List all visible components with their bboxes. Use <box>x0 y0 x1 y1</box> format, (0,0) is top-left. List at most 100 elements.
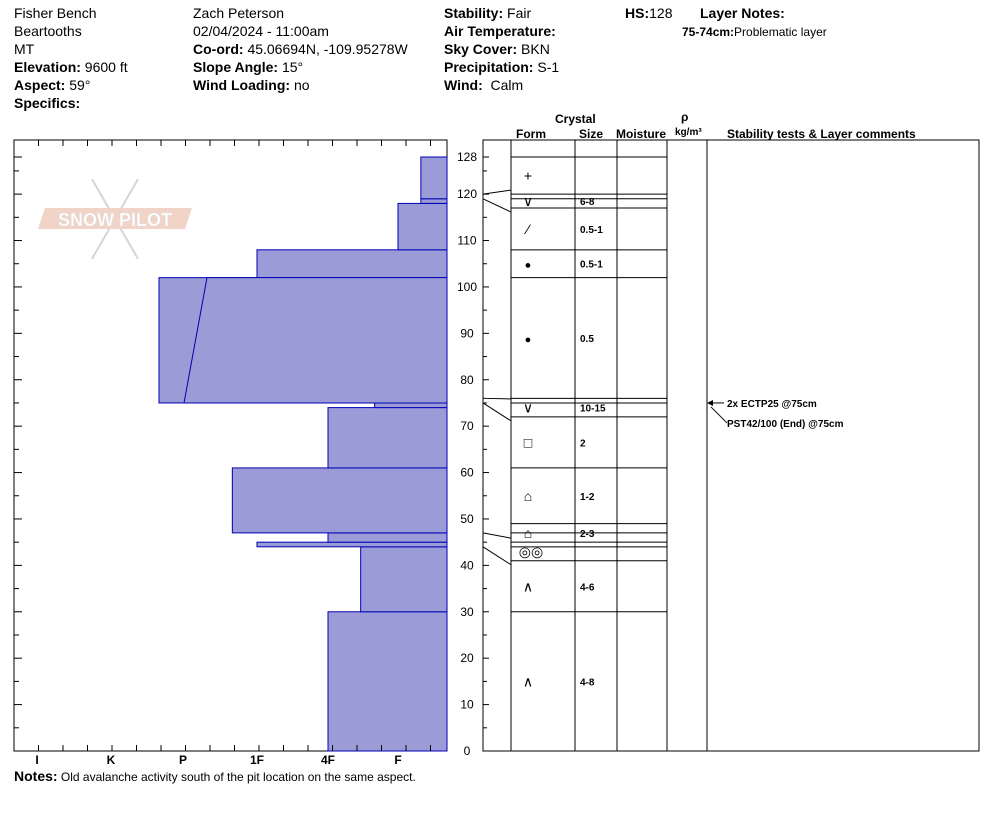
surface-hoar-icon: ∨ <box>523 193 533 209</box>
range-name: Beartooths <box>14 23 82 39</box>
hardness-tick-label: K <box>107 753 116 767</box>
height-tick-label: 128 <box>457 150 477 164</box>
observation-datetime: 02/04/2024 - 11:00am <box>193 23 329 39</box>
layer-connector <box>482 402 512 422</box>
sky-field: Sky Cover: BKN <box>444 40 550 58</box>
coord-value: 45.06694N, -109.95278W <box>247 41 408 57</box>
layer-connector <box>482 546 512 566</box>
hs-value: 128 <box>649 5 673 21</box>
sky-value: BKN <box>521 41 550 57</box>
stability-test-label: 2x ECTP25 @75cm <box>727 399 817 410</box>
hardness-bar <box>256 249 448 279</box>
height-tick-label: 60 <box>460 466 474 480</box>
hs-label: HS: <box>625 5 650 21</box>
hardness-bar <box>327 407 448 469</box>
hardness-bar-sloped <box>183 277 448 404</box>
snowpilot-logo: SNOW PILOT <box>38 178 192 260</box>
wind-loading-value: no <box>293 77 310 93</box>
comments-header: Stability tests & Layer comments <box>727 127 916 141</box>
layer-connector <box>482 532 512 539</box>
hardness-tick-label: 1F <box>250 753 264 767</box>
elevation-label: Elevation: <box>14 59 81 75</box>
stability-field: Stability: Fair <box>444 4 531 22</box>
layer-notes-label: Layer Notes: <box>700 5 785 21</box>
wind-value: Calm <box>490 77 524 93</box>
decomposing-icon: ⁄ <box>524 221 532 237</box>
grain-size-label: 4-8 <box>580 677 595 688</box>
stability-test-label: PST42/100 (End) @75cm <box>727 419 844 430</box>
grain-size-label: 4-6 <box>580 582 595 593</box>
precip-field: Precipitation: S-1 <box>444 58 559 76</box>
hardness-bar <box>231 467 448 534</box>
grain-size-label: 2-3 <box>580 529 595 540</box>
stability-label: Stability: <box>444 5 504 21</box>
layer-connector <box>482 198 512 213</box>
hardness-bar <box>327 532 448 543</box>
wind-field: Wind: Calm <box>444 76 523 94</box>
height-tick-label: 50 <box>460 512 474 526</box>
grain-size-label: 0.5 <box>580 334 594 345</box>
test-arrow-line <box>710 406 728 424</box>
logo-text: SNOW PILOT <box>58 210 172 230</box>
notes-text: Old avalanche activity south of the pit … <box>60 770 416 784</box>
precipitation-icon: + <box>524 168 532 184</box>
elevation-value: 9600 ft <box>84 59 128 75</box>
specifics-label: Specifics: <box>14 95 81 111</box>
aspect-value: 59° <box>69 77 91 93</box>
height-tick-label: 10 <box>460 698 474 712</box>
density-symbol: ρ <box>681 110 689 124</box>
notes-field: Notes: Old avalanche activity south of t… <box>14 767 416 786</box>
faceted-rounded-icon: ⌂ <box>524 488 532 504</box>
slope-value: 15° <box>281 59 304 75</box>
height-tick-label: 20 <box>460 651 474 665</box>
notes-label: Notes: <box>14 768 58 784</box>
height-tick-label: 0 <box>464 744 471 758</box>
height-tick-label: 30 <box>460 605 474 619</box>
hardness-bar <box>420 198 448 204</box>
stability-value: Fair <box>507 5 532 21</box>
test-arrow-head <box>707 399 713 406</box>
height-tick-label: 90 <box>460 326 474 340</box>
grain-size-label: 1-2 <box>580 492 595 503</box>
wind-loading-field: Wind Loading: no <box>193 76 310 94</box>
slope-label: Slope Angle: <box>193 59 279 75</box>
grain-size-label: 2 <box>580 438 586 449</box>
layer-connector <box>482 397 512 400</box>
hardness-tick-label: 4F <box>321 753 335 767</box>
hardness-bar <box>374 402 448 409</box>
coord-label: Co-ord: <box>193 41 244 57</box>
wind-loading-label: Wind Loading: <box>193 77 291 93</box>
grain-size-label: 0.5-1 <box>580 260 603 271</box>
height-tick-label: 70 <box>460 419 474 433</box>
hardness-bar <box>420 156 448 200</box>
hardness-bar <box>327 611 448 752</box>
precip-label: Precipitation: <box>444 59 534 75</box>
crystal-header: Crystal <box>555 112 596 126</box>
size-header: Size <box>579 127 604 141</box>
moisture-header: Moisture <box>616 127 667 141</box>
elevation-field: Elevation: 9600 ft <box>14 58 128 76</box>
depth-hoar-icon: ∧ <box>523 673 533 689</box>
coordinates-field: Co-ord: 45.06694N, -109.95278W <box>193 40 408 58</box>
rounded-icon: ● <box>525 334 532 346</box>
surface-hoar-icon: ∨ <box>523 400 533 416</box>
grain-size-label: 0.5-1 <box>580 225 603 236</box>
grain-size-label: 6-8 <box>580 197 595 208</box>
layer-note-depth: 75-74cm: <box>682 25 735 39</box>
grain-size-label: 10-15 <box>580 404 606 415</box>
aspect-label: Aspect: <box>14 77 66 93</box>
hardness-bar <box>256 541 448 548</box>
aspect-field: Aspect: 59° <box>14 76 90 94</box>
slope-field: Slope Angle: 15° <box>193 58 303 76</box>
density-unit: kg/m³ <box>675 127 702 138</box>
wind-label: Wind: <box>444 77 483 93</box>
hs-field: HS:128 <box>625 4 672 22</box>
rounded-icon: ● <box>525 260 532 272</box>
height-tick-label: 110 <box>457 234 476 248</box>
hardness-tick-label: F <box>394 753 401 767</box>
precip-value: S-1 <box>537 59 560 75</box>
layer-note-text: Problematic layer <box>734 25 827 39</box>
state-name: MT <box>14 41 35 57</box>
depth-hoar-icon: ∧ <box>523 578 533 594</box>
